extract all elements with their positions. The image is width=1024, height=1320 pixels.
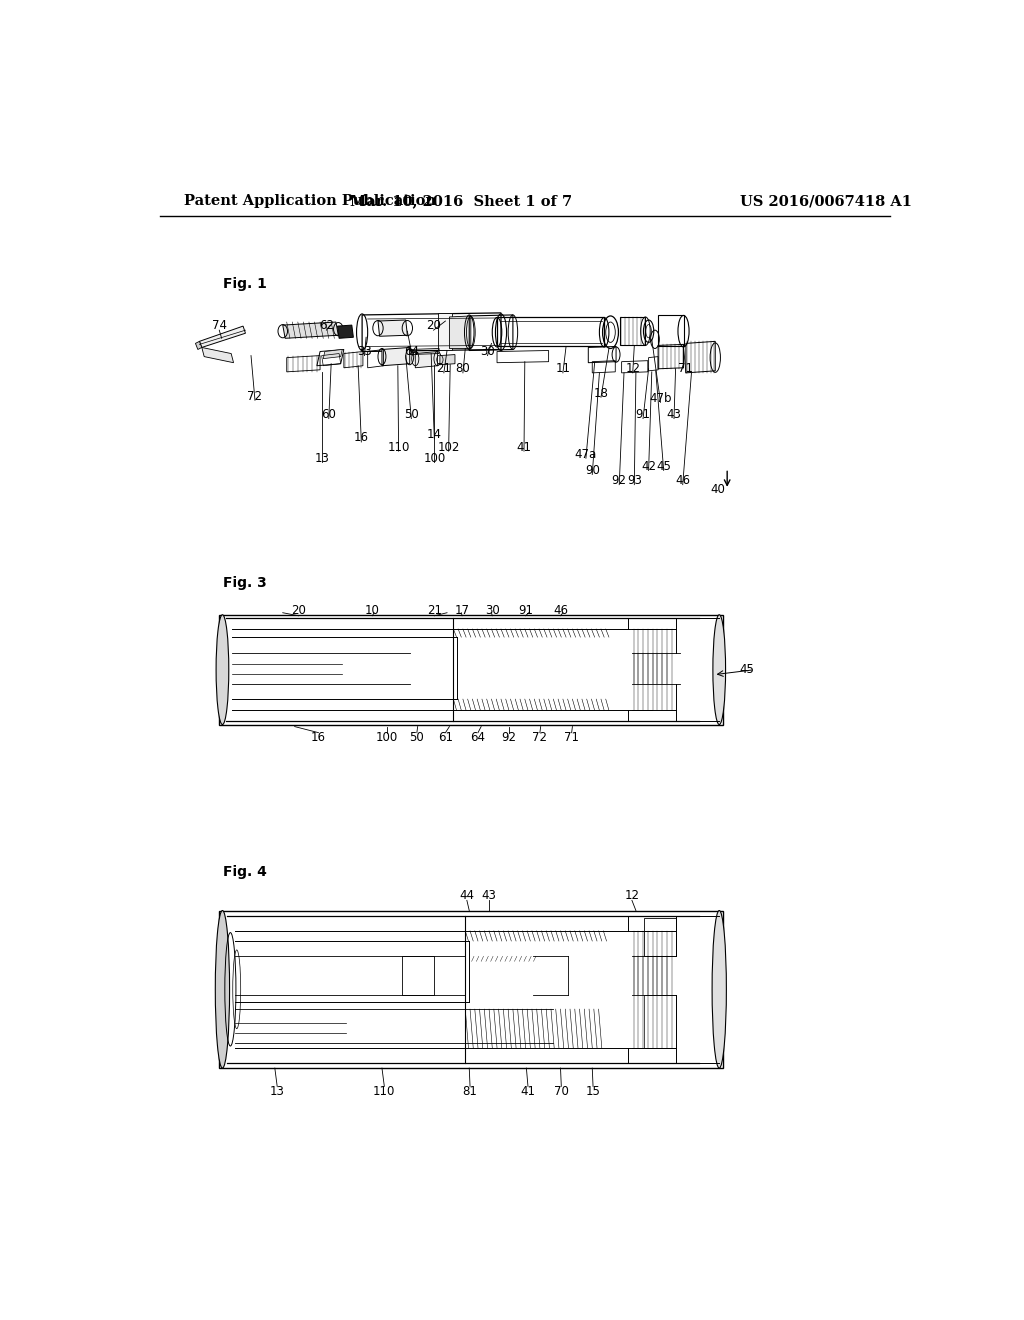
Ellipse shape xyxy=(215,911,229,1068)
Polygon shape xyxy=(437,313,452,351)
Text: 90: 90 xyxy=(585,463,600,477)
Text: 17: 17 xyxy=(455,605,470,618)
Text: 30: 30 xyxy=(480,345,495,358)
Polygon shape xyxy=(324,350,342,359)
Text: 62: 62 xyxy=(318,318,334,331)
Text: 45: 45 xyxy=(739,663,755,676)
Bar xyxy=(644,917,676,956)
Ellipse shape xyxy=(216,615,228,725)
Bar xyxy=(401,956,433,995)
Text: 80: 80 xyxy=(456,362,470,375)
Text: 33: 33 xyxy=(357,345,372,358)
Text: 60: 60 xyxy=(322,408,336,421)
Text: 15: 15 xyxy=(586,1085,600,1098)
Text: 41: 41 xyxy=(516,441,531,454)
Text: 93: 93 xyxy=(627,474,642,487)
Text: 110: 110 xyxy=(387,441,410,454)
Polygon shape xyxy=(378,319,408,337)
Text: 110: 110 xyxy=(373,1085,395,1098)
Text: 70: 70 xyxy=(554,1085,568,1098)
Text: 14: 14 xyxy=(427,429,441,441)
Text: 100: 100 xyxy=(376,731,398,744)
Text: Fig. 3: Fig. 3 xyxy=(223,577,267,590)
Text: Mar. 10, 2016  Sheet 1 of 7: Mar. 10, 2016 Sheet 1 of 7 xyxy=(350,194,572,209)
Polygon shape xyxy=(283,322,338,338)
Polygon shape xyxy=(200,326,246,347)
Text: Fig. 4: Fig. 4 xyxy=(223,865,267,879)
Text: US 2016/0067418 A1: US 2016/0067418 A1 xyxy=(740,194,912,209)
Text: 47a: 47a xyxy=(574,447,597,461)
Text: 102: 102 xyxy=(437,441,460,454)
Polygon shape xyxy=(416,351,437,368)
Text: 40: 40 xyxy=(711,483,725,496)
Text: 41: 41 xyxy=(520,1085,536,1098)
Text: 20: 20 xyxy=(426,318,441,331)
Text: 91: 91 xyxy=(636,408,650,421)
Text: 64: 64 xyxy=(404,345,420,358)
Ellipse shape xyxy=(713,615,726,725)
Polygon shape xyxy=(196,342,202,350)
Text: 20: 20 xyxy=(291,605,306,618)
Text: 100: 100 xyxy=(423,451,445,465)
Text: 13: 13 xyxy=(269,1085,285,1098)
Bar xyxy=(644,995,676,1048)
Text: 21: 21 xyxy=(427,605,441,618)
Text: 92: 92 xyxy=(502,731,516,744)
Text: 12: 12 xyxy=(626,362,640,375)
Polygon shape xyxy=(382,347,410,366)
Bar xyxy=(219,911,723,1068)
Text: 71: 71 xyxy=(679,362,693,375)
Text: 64: 64 xyxy=(470,731,485,744)
Polygon shape xyxy=(202,347,233,363)
Text: 74: 74 xyxy=(212,318,226,331)
Text: 44: 44 xyxy=(460,888,474,902)
Text: 91: 91 xyxy=(518,605,534,618)
Polygon shape xyxy=(450,315,471,348)
Text: 50: 50 xyxy=(403,408,419,421)
Bar xyxy=(219,615,723,725)
Text: 45: 45 xyxy=(656,459,671,473)
Polygon shape xyxy=(338,325,353,338)
Text: 46: 46 xyxy=(553,605,568,618)
Text: 72: 72 xyxy=(248,389,262,403)
Text: 10: 10 xyxy=(365,605,380,618)
Text: 16: 16 xyxy=(311,731,326,744)
Text: 13: 13 xyxy=(315,451,330,465)
Text: 12: 12 xyxy=(625,888,639,902)
Text: 61: 61 xyxy=(438,731,453,744)
Text: 43: 43 xyxy=(667,408,681,421)
Text: 11: 11 xyxy=(555,362,570,375)
Text: 92: 92 xyxy=(611,474,627,487)
Text: 43: 43 xyxy=(481,888,497,902)
Text: 50: 50 xyxy=(410,731,424,744)
Text: 30: 30 xyxy=(485,605,500,618)
Text: 16: 16 xyxy=(354,432,369,445)
Polygon shape xyxy=(440,355,455,364)
Text: 46: 46 xyxy=(675,474,690,487)
Text: 72: 72 xyxy=(532,731,548,744)
Text: 71: 71 xyxy=(564,731,580,744)
Text: 81: 81 xyxy=(463,1085,477,1098)
Text: 18: 18 xyxy=(594,387,608,400)
Text: Patent Application Publication: Patent Application Publication xyxy=(183,194,435,209)
Text: 21: 21 xyxy=(436,362,452,375)
Ellipse shape xyxy=(712,911,726,1068)
Text: 47b: 47b xyxy=(649,392,672,405)
Text: Fig. 1: Fig. 1 xyxy=(223,277,267,292)
Text: 42: 42 xyxy=(641,459,656,473)
